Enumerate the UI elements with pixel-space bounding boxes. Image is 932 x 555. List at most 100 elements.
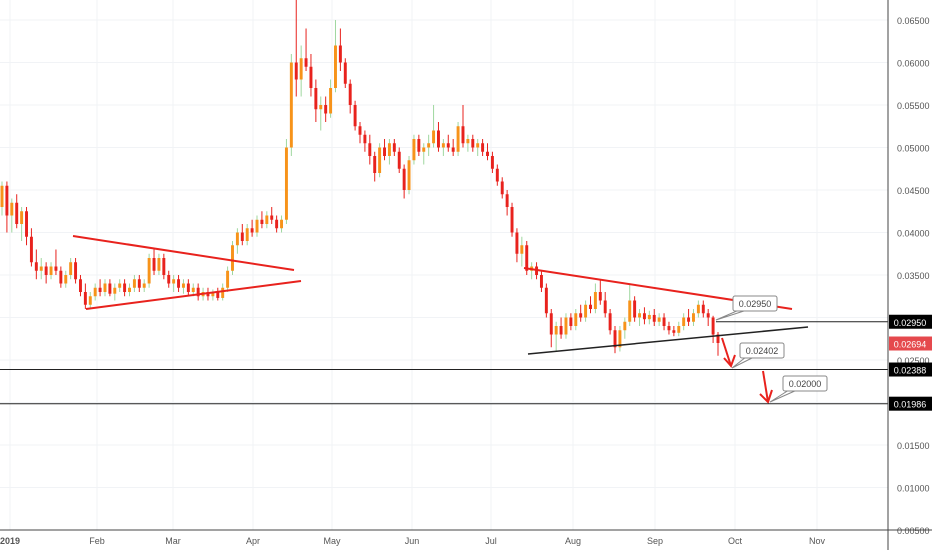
price-tag-label: 0.01986 [894,400,927,410]
candle [569,313,573,331]
candle-body [515,232,519,254]
candle-body [353,105,357,127]
candle-body [34,262,38,271]
candle-body [250,228,254,233]
y-tick-label: 0.06000 [897,59,930,69]
price-callout[interactable]: 0.02950 [715,295,778,321]
candle-body [672,330,676,333]
candle-body [544,287,548,314]
candle-body [392,143,396,152]
candle-body [294,62,298,80]
candle [495,164,499,186]
candle [549,309,553,348]
candle-body [221,287,225,298]
candle-body [245,228,249,241]
candle [245,224,249,246]
callout-label: 0.02950 [739,299,772,309]
candle-body [461,126,465,144]
candle-body [692,313,695,322]
callout-box [732,295,778,312]
price-callout[interactable]: 0.02000 [769,375,828,403]
candle [510,202,514,237]
callout-pointer [769,389,798,403]
candle [383,139,386,161]
candle-body [598,292,602,301]
candle-body [319,105,323,110]
candle-body [500,181,504,195]
candle-body [701,304,705,314]
y-tick-label: 0.04000 [897,229,930,239]
x-tick-label: 2019 [0,536,20,546]
candle-body [338,45,342,63]
candle [701,300,705,318]
price-tag: 0.02950 [889,314,932,329]
candle-body [49,266,53,275]
price-callout[interactable]: 0.02402 [731,342,785,369]
candle [69,258,73,280]
candle-body [304,58,308,67]
candle [466,134,470,152]
x-tick-label: Jun [405,536,420,546]
candle [113,283,117,301]
price-tag-bg [889,314,932,329]
candle-body [593,292,597,309]
candle-body [608,313,612,331]
candle [564,313,568,339]
candle [554,321,558,352]
candle-body [603,300,607,314]
candle-body [662,317,666,326]
candle-body [29,236,33,263]
candle [451,139,455,156]
candle [324,96,328,122]
callout-label: 0.02402 [746,346,779,356]
trendline-red-upper-left[interactable] [72,235,295,271]
candle-body [466,139,470,144]
candle [407,156,411,195]
price-tag-label: 0.02388 [894,366,927,376]
candle [334,20,337,93]
candle [123,279,127,297]
x-tick-label: Feb [89,536,105,546]
price-tag-bg [889,336,932,351]
candle-body [706,313,710,318]
candle-body [554,326,558,335]
candle-body [10,202,14,216]
candle [54,249,58,275]
trendline-black-lower-right[interactable] [527,326,809,355]
candle-body [633,300,637,318]
candle-body [226,270,230,288]
candle-body [574,313,578,326]
trendline-red-lower-left[interactable] [85,280,302,310]
candle-body [549,313,553,335]
candle [481,139,485,156]
candle [132,275,136,292]
candle [108,279,112,297]
candle [5,181,9,233]
candle [402,164,406,199]
y-tick-label: 0.03500 [897,271,930,281]
candle-body [378,147,382,173]
candle-body [123,283,127,292]
x-tick-label: Jul [485,536,497,546]
candle [461,105,465,148]
candle [432,105,436,148]
candle-body [289,62,293,148]
candle [275,215,279,233]
candle-body [427,143,431,148]
candle [147,253,151,288]
candle-body [280,219,284,229]
candle [265,211,269,229]
candle-body [510,207,514,233]
candle-body [118,283,122,288]
x-tick-label: Sep [647,536,663,546]
price-tag-label: 0.02950 [894,318,927,328]
candle [329,79,333,118]
horizontal-levels [0,321,888,405]
candle-body [324,105,328,114]
candle [456,122,460,156]
candle [167,270,171,288]
candle [387,139,391,165]
candle [392,139,396,156]
